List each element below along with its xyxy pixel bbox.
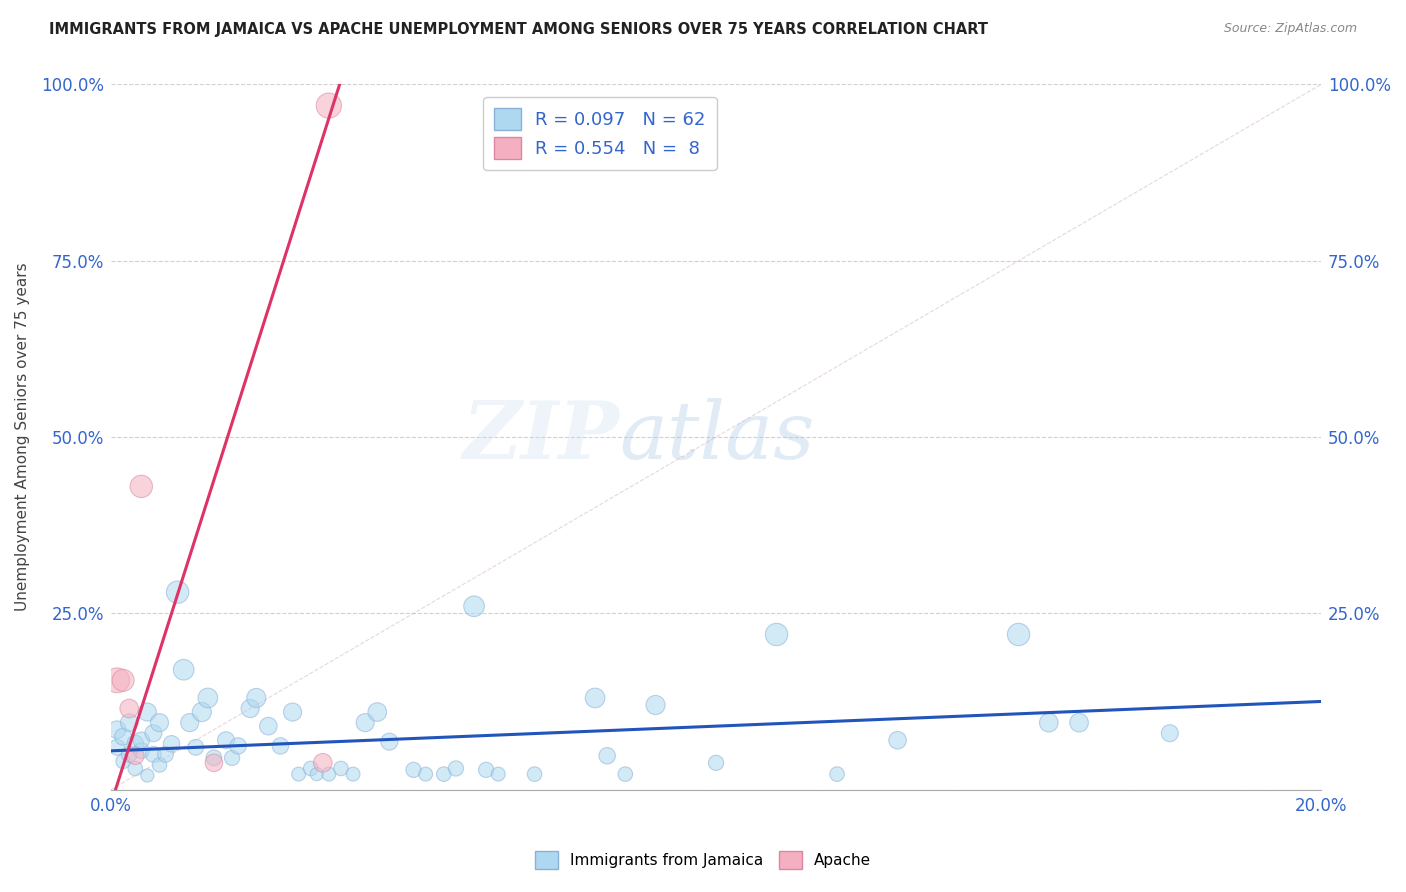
Point <box>886 733 908 747</box>
Point <box>583 690 606 705</box>
Point <box>142 747 165 762</box>
Point <box>475 763 498 777</box>
Point <box>765 627 787 641</box>
Point <box>825 767 848 781</box>
Point <box>202 756 225 770</box>
Point <box>318 98 340 112</box>
Point <box>191 705 214 719</box>
Point <box>112 730 135 744</box>
Point <box>105 723 128 737</box>
Point <box>486 767 509 781</box>
Point <box>269 739 291 753</box>
Point <box>118 747 141 762</box>
Point <box>378 734 401 748</box>
Point <box>704 756 727 770</box>
Point <box>124 748 146 763</box>
Text: atlas: atlas <box>619 398 814 475</box>
Point <box>1159 726 1181 740</box>
Text: IMMIGRANTS FROM JAMAICA VS APACHE UNEMPLOYMENT AMONG SENIORS OVER 75 YEARS CORRE: IMMIGRANTS FROM JAMAICA VS APACHE UNEMPL… <box>49 22 988 37</box>
Point <box>131 479 153 493</box>
Point <box>596 748 619 763</box>
Point <box>318 767 340 781</box>
Point <box>215 733 238 747</box>
Point <box>148 758 170 772</box>
Point <box>305 767 328 781</box>
Point <box>226 739 249 753</box>
Legend: Immigrants from Jamaica, Apache: Immigrants from Jamaica, Apache <box>529 845 877 875</box>
Point <box>1038 715 1060 730</box>
Point <box>202 751 225 765</box>
Point <box>245 690 267 705</box>
Text: Source: ZipAtlas.com: Source: ZipAtlas.com <box>1223 22 1357 36</box>
Point <box>118 701 141 715</box>
Point <box>166 585 188 599</box>
Point <box>105 740 128 755</box>
Point <box>136 705 159 719</box>
Point <box>444 762 467 776</box>
Point <box>330 762 353 776</box>
Legend: R = 0.097   N = 62, R = 0.554   N =  8: R = 0.097 N = 62, R = 0.554 N = 8 <box>484 97 717 170</box>
Point <box>118 715 141 730</box>
Point <box>1067 715 1090 730</box>
Point <box>366 705 388 719</box>
Point <box>1007 627 1029 641</box>
Point <box>155 747 177 762</box>
Point <box>221 751 243 765</box>
Point <box>402 763 425 777</box>
Y-axis label: Unemployment Among Seniors over 75 years: Unemployment Among Seniors over 75 years <box>15 263 30 611</box>
Point <box>523 767 546 781</box>
Point <box>112 755 135 769</box>
Point <box>354 715 377 730</box>
Point <box>184 740 207 755</box>
Point <box>112 673 135 688</box>
Point <box>124 762 146 776</box>
Point <box>148 715 170 730</box>
Point <box>257 719 280 733</box>
Point <box>179 715 201 730</box>
Point <box>614 767 637 781</box>
Point <box>287 767 309 781</box>
Point <box>342 767 364 781</box>
Point <box>197 690 219 705</box>
Point <box>463 599 485 614</box>
Point <box>142 726 165 740</box>
Point <box>124 737 146 751</box>
Point <box>644 698 666 712</box>
Point <box>239 701 262 715</box>
Point <box>131 744 153 758</box>
Point <box>281 705 304 719</box>
Point <box>299 762 322 776</box>
Point <box>433 767 456 781</box>
Point <box>173 663 195 677</box>
Point <box>105 673 128 688</box>
Point <box>136 768 159 782</box>
Text: ZIP: ZIP <box>463 398 619 475</box>
Point <box>312 756 335 770</box>
Point <box>415 767 437 781</box>
Point <box>131 733 153 747</box>
Point <box>160 737 183 751</box>
